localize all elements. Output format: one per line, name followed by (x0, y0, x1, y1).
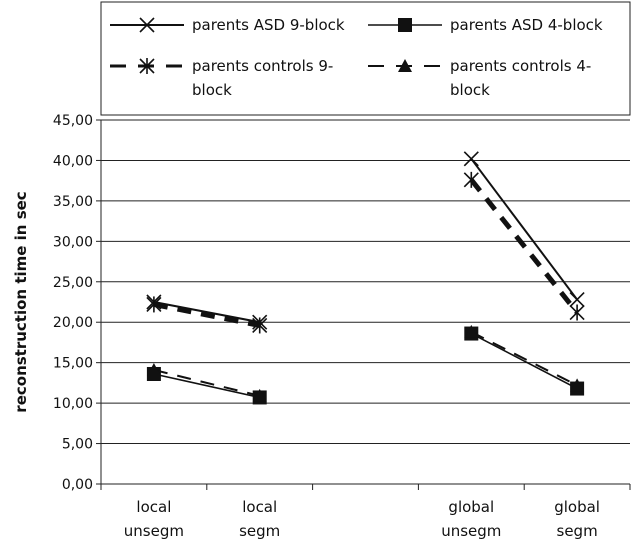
legend-label: block (192, 81, 232, 99)
legend-label: block (450, 81, 490, 99)
series-3 (146, 171, 585, 334)
data-point (252, 317, 268, 334)
series-line-segment (153, 368, 260, 397)
series-line-segment (470, 331, 578, 387)
series-4 (146, 324, 585, 402)
y-tick-label: 5,00 (62, 437, 93, 453)
legend: parents ASD 9-block parents ASD 4-block pa… (100, 1, 631, 116)
axes (96, 119, 631, 490)
x-tick-label-line: unsegm (441, 522, 501, 540)
series-line-segment (153, 373, 260, 399)
y-tick-label: 20,00 (53, 315, 93, 331)
x-tick-label-line: local (242, 498, 277, 516)
legend-marker (398, 59, 412, 72)
y-tick-label: 25,00 (53, 275, 93, 291)
x-tick-label-line: segm (239, 522, 280, 540)
x-tick-label-line: global (554, 498, 600, 516)
data-point (464, 324, 479, 338)
legend-entry: parents controls 4- block (368, 57, 591, 99)
data-point (570, 378, 585, 392)
data-point (569, 304, 585, 321)
x-tick-labels: local unsegm local segm global unsegm global se… (124, 498, 600, 540)
y-tick-label: 40,00 (53, 153, 93, 169)
series-line-segment (153, 301, 260, 324)
y-tick-label: 35,00 (53, 194, 93, 210)
x-tick-label: global unsegm (441, 498, 501, 540)
data-point (146, 296, 162, 313)
legend-entry: parents ASD 9-block (110, 16, 345, 34)
y-axis-label: reconstruction time in sec (12, 191, 30, 412)
y-tick-label: 0,00 (62, 477, 93, 493)
series-line-segment (153, 301, 261, 328)
x-tick-label-line: unsegm (124, 522, 184, 540)
y-tick-label: 10,00 (53, 396, 93, 412)
legend-marker (139, 58, 155, 74)
series-layer (146, 151, 585, 405)
legend-label: parents ASD 9-block (192, 16, 345, 34)
x-tick-label-line: global (448, 498, 494, 516)
legend-label: parents controls 9- (192, 57, 333, 75)
series-line-segment (470, 158, 578, 301)
legend-entry: parents controls 9- block (110, 57, 333, 99)
x-tick-label-line: segm (557, 522, 598, 540)
x-tick-label: local segm (239, 498, 280, 540)
y-tick-labels: 0,00 5,00 10,00 15,00 20,00 25,00 30,00 35,00 40… (53, 113, 93, 493)
legend-marker (398, 18, 412, 32)
x-tick-label-line: local (136, 498, 171, 516)
data-point (463, 151, 479, 167)
y-tick-label: 30,00 (53, 234, 93, 250)
series-line-segment (470, 332, 578, 390)
y-tick-label: 45,00 (53, 113, 93, 129)
data-point (463, 171, 479, 188)
data-point (569, 292, 585, 308)
series-line-segment (469, 178, 580, 315)
legend-box (100, 1, 631, 116)
x-tick-label: global segm (554, 498, 600, 540)
legend-label: parents ASD 4-block (450, 16, 603, 34)
legend-marker (139, 17, 155, 33)
data-point (252, 388, 267, 402)
data-point (146, 362, 161, 376)
x-tick-label: local unsegm (124, 498, 184, 540)
legend-label: parents controls 4- (450, 57, 591, 75)
y-tick-label: 15,00 (53, 356, 93, 372)
legend-entry: parents ASD 4-block (368, 16, 603, 34)
